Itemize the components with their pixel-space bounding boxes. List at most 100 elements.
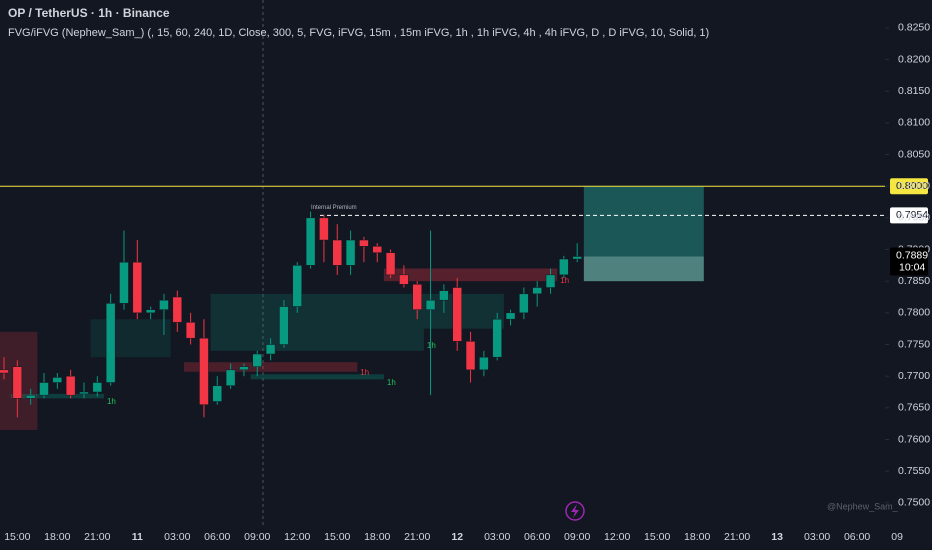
x-tick-label: 09 — [891, 531, 903, 543]
x-tick-label: 21:00 — [404, 531, 430, 543]
y-tick-label: 0.7800 — [898, 307, 930, 319]
candle-body — [279, 306, 289, 345]
zone-label: 1h — [427, 341, 436, 350]
last-price-tag — [890, 247, 928, 276]
y-tick-label: 0.7500 — [898, 497, 930, 509]
icon-ring — [565, 501, 585, 521]
y-tick-label: 0.7650 — [898, 402, 930, 414]
candle-body — [399, 274, 409, 285]
candle-body — [132, 261, 143, 314]
candle-body — [425, 299, 436, 310]
candle-body — [465, 341, 476, 371]
candle-body — [492, 318, 502, 358]
annotation: Internal Premium — [311, 205, 357, 211]
candle-body — [572, 256, 582, 260]
candle-body — [305, 217, 316, 266]
candle-body — [172, 296, 183, 323]
x-tick-label: 18:00 — [684, 531, 710, 543]
y-tick-label: 0.8000 — [898, 180, 930, 192]
candle-body — [212, 385, 223, 402]
y-tick-label: 0.7850 — [898, 275, 930, 287]
x-tick-label: 15:00 — [4, 531, 30, 543]
candle-body — [25, 394, 36, 399]
y-tick-label: 0.8100 — [898, 117, 930, 129]
candle-body — [345, 239, 356, 266]
price-tag — [890, 178, 928, 195]
candle-body — [319, 217, 329, 241]
zone-label: 1h — [560, 276, 569, 285]
candle-body — [412, 284, 422, 310]
y-tick-label: 0.7550 — [898, 465, 930, 477]
x-tick-label: 06:00 — [844, 531, 870, 543]
price-tag-label: 0.7954 — [896, 209, 928, 221]
candle-body — [199, 337, 209, 405]
x-tick-label: 03:00 — [804, 531, 830, 543]
candle-body — [39, 382, 49, 396]
x-tick-label: 11 — [132, 531, 143, 543]
x-tick-label: 06:00 — [204, 531, 230, 543]
y-tick-label: 0.8150 — [898, 85, 930, 97]
x-tick-label: 09:00 — [564, 531, 590, 543]
x-tick-label: 18:00 — [44, 531, 70, 543]
y-tick-label: 0.7950 — [898, 212, 930, 224]
candle-body — [239, 366, 249, 371]
fvg-zone — [583, 186, 704, 257]
candle-body — [359, 239, 369, 247]
x-tick-label: 12 — [451, 531, 463, 543]
candle-body — [12, 366, 23, 399]
plot-area: 1h 1h 1h 1h 1h 0.8000 0.7954 Internal Premium — [0, 178, 928, 431]
x-tick-label: 06:00 — [524, 531, 550, 543]
y-tick-label: 0.8250 — [898, 22, 930, 34]
candle-body — [119, 261, 129, 304]
candle-body — [225, 369, 236, 386]
fvg-zone — [90, 319, 171, 358]
x-tick-label: 21:00 — [724, 531, 750, 543]
watermark: @Nephew_Sam_ — [827, 501, 899, 511]
fvg-zone — [583, 256, 704, 282]
candle-body — [292, 265, 303, 307]
y-tick-label: 0.7700 — [898, 370, 930, 382]
candle-body — [519, 293, 529, 314]
x-tick-label: 21:00 — [84, 531, 110, 543]
fvg-zone — [210, 328, 424, 351]
candle-body — [159, 299, 169, 310]
x-tick-label: 12:00 — [604, 531, 630, 543]
candle-body — [545, 274, 556, 288]
y-tick-label: 0.8050 — [898, 148, 930, 160]
candle-body — [439, 290, 449, 301]
last-price-label: 0.7889 — [896, 249, 928, 261]
candle-body — [505, 312, 516, 320]
zone-label: 1h — [387, 378, 396, 387]
x-tick-label: 03:00 — [484, 531, 510, 543]
y-tick-label: 0.7750 — [898, 338, 930, 350]
candle-body — [559, 258, 569, 276]
candle-body — [452, 287, 462, 342]
candle-body — [65, 375, 76, 396]
candle-body — [145, 309, 156, 314]
candle-body — [252, 353, 263, 367]
price-tag-label: 0.8000 — [896, 180, 928, 192]
fvg-zone — [183, 362, 358, 372]
fvg-zone — [10, 393, 104, 399]
x-tick-label: 12:00 — [284, 531, 310, 543]
fvg-zone — [383, 268, 558, 282]
candle-body — [79, 391, 89, 395]
candle-body — [385, 252, 396, 276]
x-tick-label: 13 — [771, 531, 783, 543]
candle-body — [372, 246, 382, 253]
candle-body — [479, 356, 489, 371]
candle-body — [52, 377, 63, 383]
candle-body — [105, 303, 116, 383]
x-tick-label: 09:00 — [244, 531, 270, 543]
lightning-icon[interactable] — [565, 501, 585, 521]
x-tick-label: 15:00 — [644, 531, 670, 543]
x-tick-label: 15:00 — [324, 531, 350, 543]
zone-label: 1h — [360, 368, 369, 377]
candle-body — [532, 287, 542, 295]
candle-body — [92, 382, 103, 393]
candle-body — [265, 344, 276, 355]
countdown-label: 10:04 — [899, 261, 925, 273]
x-tick-label: 03:00 — [164, 531, 190, 543]
